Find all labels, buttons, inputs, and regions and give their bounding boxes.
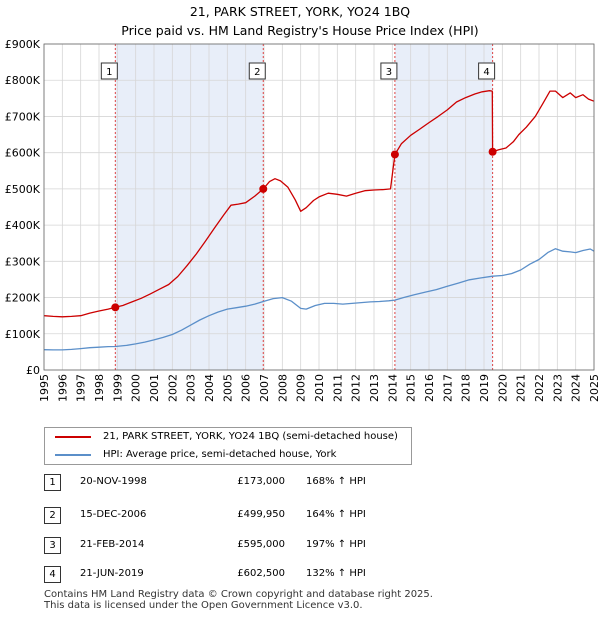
footer-licence: This data is licensed under the Open Gov… [44,600,363,611]
x-tick-label: 1999 [111,374,124,402]
x-tick-label: 2015 [405,374,418,402]
x-tick-label: 2008 [276,374,289,402]
sale-label-box [100,62,118,80]
sale-labels: 1 2 3 4 [100,62,496,80]
legend-label-hpi: HPI: Average price, semi-detached house,… [103,449,337,460]
x-tick-label: 1995 [38,374,51,402]
x-tick-label: 2022 [533,374,546,402]
legend-swatch-hpi [55,454,91,456]
sale-point [111,303,120,312]
x-tick-label: 2018 [460,374,473,402]
shaded-ranges [115,44,493,370]
x-tick-label: 1998 [93,374,106,402]
x-tick-label: 2002 [166,374,179,402]
sale-number-badge: 3 [44,537,61,554]
series-lines [43,90,595,351]
x-tick-label: 2012 [350,374,363,402]
sale-label-box [248,62,266,80]
sale-point [488,147,497,156]
x-tick-label: 2000 [130,374,143,402]
sale-points [111,147,497,312]
sale-date: 15-DEC-2006 [80,509,147,520]
sale-label-text: 3 [386,67,392,78]
title-line-2: Price paid vs. HM Land Registry's House … [121,23,479,38]
x-tick-label: 2016 [423,374,436,402]
sale-label-text: 4 [483,67,489,78]
x-tick-label: 2007 [258,374,271,402]
x-tick-label: 1997 [75,374,88,402]
y-tick-label: £0 [26,364,40,377]
x-tick-label: 2011 [331,374,344,402]
sale-price: £499,950 [237,509,285,520]
sale-date: 21-FEB-2014 [80,539,145,550]
x-tick-label: 2005 [221,374,234,402]
x-tick-label: 2009 [295,374,308,402]
sale-number-badge: 1 [44,474,61,491]
sale-hpi-change: 132% ↑ HPI [306,568,366,579]
sale-label-text: 1 [106,67,112,78]
sale-hpi-change: 197% ↑ HPI [306,539,366,550]
sale-price: £595,000 [237,539,285,550]
x-tick-label: 2003 [185,374,198,402]
sale-point [390,150,399,159]
x-tick-label: 2014 [386,374,399,402]
footer-copyright: Contains HM Land Registry data © Crown c… [44,589,433,600]
x-tick-label: 2001 [148,374,161,402]
legend-swatch-property [55,436,91,438]
x-tick-label: 2025 [588,374,600,402]
plot-frame [43,43,595,371]
y-tick-label: £600K [5,147,41,160]
y-tick-label: £300K [5,255,41,268]
x-tick-label: 2010 [313,374,326,402]
legend: 21, PARK STREET, YORK, YO24 1BQ (semi-de… [44,427,412,465]
x-tick-label: 2021 [515,374,528,402]
y-tick-label: £100K [5,328,41,341]
x-tick-label: 2017 [441,374,454,402]
sale-hpi-change: 164% ↑ HPI [306,509,366,520]
y-tick-label: £800K [5,74,41,87]
title-line-1: 21, PARK STREET, YORK, YO24 1BQ [189,4,411,19]
hpi-series-line [43,248,595,351]
y-tick-label: £200K [5,292,41,305]
y-tick-label: £400K [5,219,41,232]
price-chart: 1 2 3 4 £0 £100K £200K £300K £400K £500K £600K £70… [5,38,600,402]
sale-hpi-change: 168% ↑ HPI [306,476,366,487]
sale-row: 4 21-JUN-2019 £602,500 132% ↑ HPI [0,566,600,586]
sale-price: £602,500 [237,568,285,579]
y-tick-label: £700K [5,110,41,123]
sale-label-box [380,62,398,80]
x-tick-label: 2019 [478,374,491,402]
y-tick-label: £900K [5,38,41,51]
sale-number-badge: 2 [44,507,61,524]
x-tick-label: 2004 [203,374,216,402]
shaded-range [115,44,264,370]
x-tick-label: 2013 [368,374,381,402]
shaded-range [394,44,493,370]
sale-row: 3 21-FEB-2014 £595,000 197% ↑ HPI [0,537,600,557]
x-tick-label: 2023 [551,374,564,402]
property-series-line [43,90,595,318]
sale-label-text: 2 [254,67,260,78]
sale-date: 21-JUN-2019 [80,568,144,579]
x-tick-label: 1996 [56,374,69,402]
x-tick-label: 2006 [240,374,253,402]
chart-title: 21, PARK STREET, YORK, YO24 1BQ Price pa… [0,2,600,40]
sale-row: 2 15-DEC-2006 £499,950 164% ↑ HPI [0,507,600,527]
legend-label-property: 21, PARK STREET, YORK, YO24 1BQ (semi-de… [103,431,398,442]
sale-price: £173,000 [237,476,285,487]
sale-point [259,184,268,193]
sale-date: 20-NOV-1998 [80,476,147,487]
footer: Contains HM Land Registry data © Crown c… [44,589,433,611]
sale-row: 1 20-NOV-1998 £173,000 168% ↑ HPI [0,474,600,494]
sale-label-box [478,62,496,80]
sale-number-badge: 4 [44,566,61,583]
y-tick-label: £500K [5,183,41,196]
x-tick-label: 2024 [570,374,583,402]
y-tick-labels: £0 £100K £200K £300K £400K £500K £600K £700K £80… [5,38,41,377]
x-tick-label: 2020 [496,374,509,402]
x-tick-labels: 1995 1996 1997 1998 1999 2000 2001 2002 2003 2004… [38,374,600,402]
